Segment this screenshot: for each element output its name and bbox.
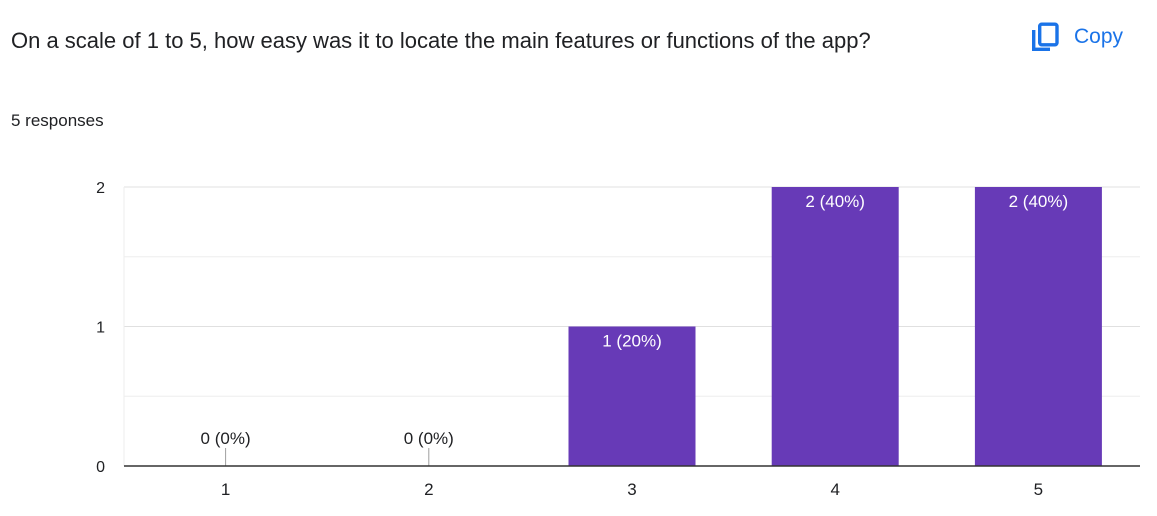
bar bbox=[974, 187, 1102, 466]
y-tick-label: 1 bbox=[96, 320, 105, 337]
bar bbox=[568, 326, 696, 466]
y-tick-label: 0 bbox=[96, 459, 105, 476]
y-tick-label: 2 bbox=[96, 180, 105, 197]
x-tick-label: 5 bbox=[1034, 480, 1043, 499]
chart-axes: 0 1 2 1 2 3 4 5 bbox=[96, 180, 1140, 499]
x-tick-label: 2 bbox=[424, 480, 433, 499]
chart-data-labels: 0 (0%) 0 (0%) 1 (20%) 2 (40%) 2 (40%) bbox=[201, 192, 1069, 466]
data-label: 1 (20%) bbox=[602, 332, 662, 351]
x-tick-label: 3 bbox=[627, 480, 636, 499]
question-title: On a scale of 1 to 5, how easy was it to… bbox=[11, 28, 871, 53]
data-label: 0 (0%) bbox=[201, 429, 251, 448]
x-tick-label: 4 bbox=[830, 480, 839, 499]
response-count: 5 responses bbox=[11, 111, 104, 130]
chart-bars bbox=[568, 187, 1102, 466]
data-label: 0 (0%) bbox=[404, 429, 454, 448]
data-label: 2 (40%) bbox=[1009, 192, 1069, 211]
copy-button-label: Copy bbox=[1074, 25, 1124, 48]
copy-button[interactable]: Copy bbox=[1020, 16, 1131, 58]
data-label: 2 (40%) bbox=[805, 192, 865, 211]
x-tick-label: 1 bbox=[221, 480, 230, 499]
copy-icon bbox=[1032, 22, 1059, 51]
bar bbox=[771, 187, 899, 466]
